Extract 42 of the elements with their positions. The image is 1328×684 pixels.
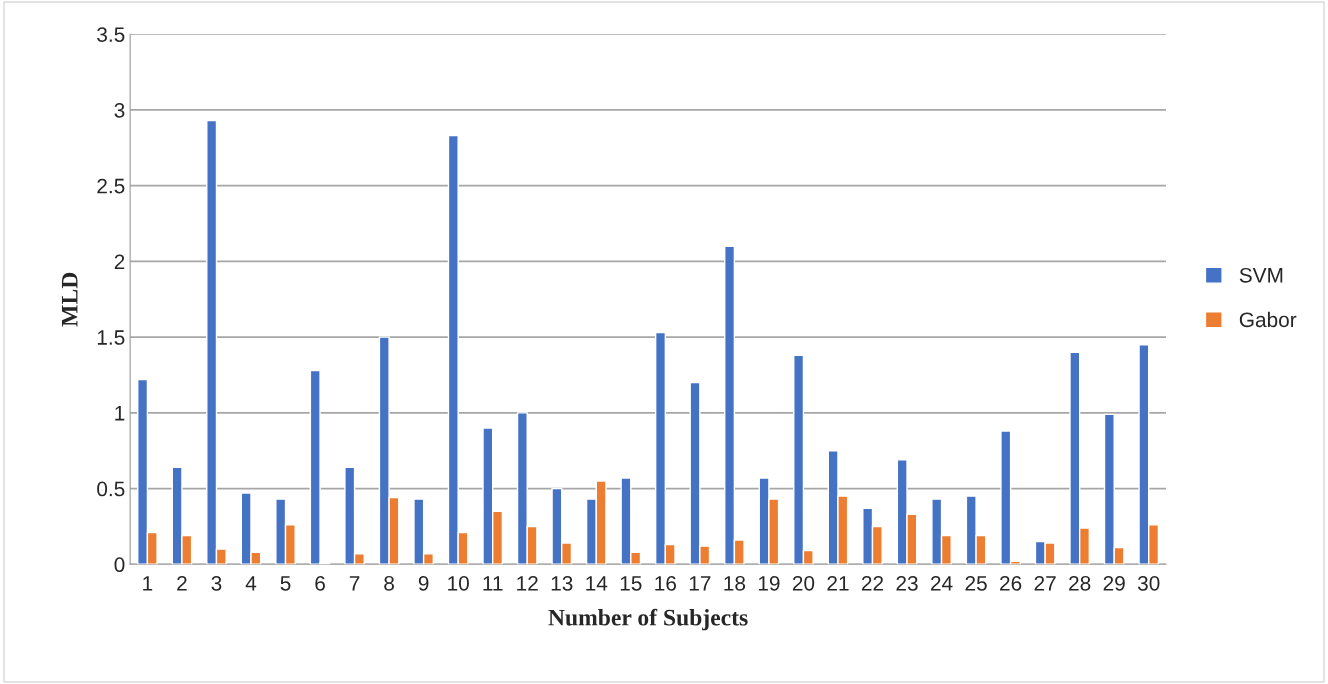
y-tick-label: 2	[114, 254, 125, 269]
x-tick-label: 5	[280, 576, 291, 591]
y-tick-label: 1.5	[97, 330, 125, 345]
x-tick-label: 20	[792, 575, 815, 591]
x-tick-label: 3	[211, 575, 222, 591]
x-tick-label: 21	[827, 575, 849, 591]
x-tick-label: 26	[1000, 575, 1022, 591]
y-tick-label: 1	[115, 406, 125, 421]
x-tick-label: 12	[517, 575, 538, 591]
x-tick-label: 15	[620, 576, 642, 591]
y-tick-label: 0.5	[97, 481, 125, 497]
x-tick-label: 16	[655, 575, 676, 591]
x-tick-label: 7	[349, 576, 360, 591]
x-tick-label: 22	[861, 575, 884, 591]
x-tick-label: 18	[724, 575, 746, 591]
legend-label: Gabor	[1239, 311, 1297, 328]
x-tick-label: 1	[143, 576, 153, 591]
x-tick-label: 23	[896, 575, 918, 591]
x-axis-title: Number of Subjects	[548, 608, 748, 631]
y-tick-label: 3	[114, 102, 125, 118]
x-tick-label: 14	[586, 576, 608, 591]
x-tick-label: 25	[965, 575, 987, 591]
x-tick-label: 13	[551, 575, 573, 591]
x-tick-label: 2	[177, 575, 187, 591]
x-tick-label: 6	[315, 575, 325, 591]
legend-label: SVM	[1239, 267, 1283, 283]
x-tick-label: 24	[931, 575, 953, 591]
x-tick-label: 8	[384, 575, 394, 591]
y-tick-label: 3.5	[97, 27, 125, 42]
x-tick-label: 17	[689, 576, 711, 591]
x-tick-label: 30	[1137, 575, 1160, 591]
x-tick-label: 27	[1034, 575, 1056, 591]
y-axis-title: MLD	[61, 272, 78, 327]
x-tick-label: 9	[418, 575, 429, 591]
x-tick-label: 10	[448, 575, 469, 591]
y-tick-label: 2.5	[97, 178, 125, 194]
x-tick-label: 11	[483, 576, 503, 591]
x-tick-label: 19	[758, 575, 780, 591]
x-tick-label: 29	[1103, 575, 1125, 591]
x-tick-label: 4	[245, 576, 257, 591]
x-tick-label: 28	[1069, 575, 1091, 591]
y-tick-label: 0	[114, 557, 125, 573]
